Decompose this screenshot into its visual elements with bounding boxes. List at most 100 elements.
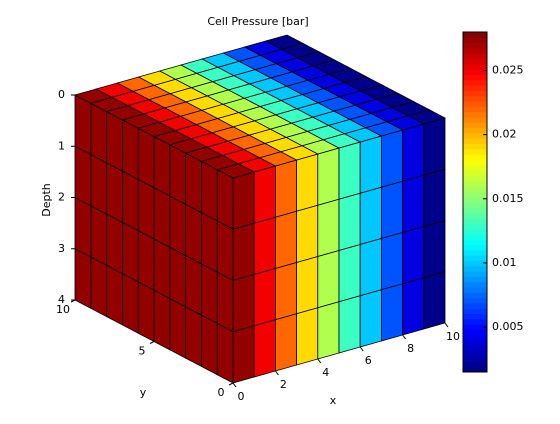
colorbar-strip: [463, 32, 487, 38]
x-tick: [359, 346, 364, 352]
left-face-cell: [74, 145, 92, 207]
front-face-cell: [253, 216, 276, 276]
front-face-cell: [317, 249, 340, 309]
front-face-cell: [338, 295, 361, 354]
colorbar-strip: [463, 106, 487, 113]
colorbar-tick-label: 0.005: [492, 320, 524, 333]
left-face-cell: [185, 254, 202, 316]
left-face-cell: [90, 102, 107, 164]
front-face-cell: [274, 159, 298, 218]
colorbar-frame: [462, 31, 488, 373]
left-face-cell: [122, 170, 139, 232]
x-tick: [317, 358, 322, 364]
colorbar-strip: [463, 164, 487, 171]
left-face-cell: [106, 264, 123, 326]
colorbar-strip: [463, 37, 487, 44]
colorbar-strip: [463, 249, 487, 256]
left-face-cell: [74, 94, 92, 156]
left-face-cell: [74, 248, 92, 309]
colorbar-tick-label: 0.02: [492, 128, 517, 141]
left-face-cell: [169, 246, 187, 308]
colorbar-strip: [463, 202, 487, 208]
left-face-cell: [137, 127, 155, 189]
front-face-cell: [359, 135, 382, 194]
front-face-cell: [402, 277, 425, 336]
colorbar-strip: [463, 361, 487, 368]
colorbar-strip: [463, 101, 487, 107]
colorbar-tick-label: 0.01: [492, 256, 517, 269]
front-face-cell: [274, 210, 298, 270]
front-face-cell: [317, 301, 340, 360]
left-face-cell: [185, 203, 202, 265]
colorbar-strip: [463, 69, 487, 75]
colorbar-strip: [463, 244, 487, 251]
colorbar-strip: [463, 297, 487, 304]
x-tick: [274, 370, 279, 376]
colorbar-strip: [463, 356, 487, 362]
left-face-cell: [153, 238, 171, 300]
colorbar-strip: [463, 138, 487, 145]
front-face-cell: [274, 261, 298, 321]
colorbar-strip: [463, 143, 487, 150]
x-tick: [232, 382, 237, 388]
colorbar-strip: [463, 90, 487, 97]
colorbar-strip: [463, 308, 487, 315]
y-tick-label: 10: [56, 303, 70, 316]
left-face-cell: [74, 196, 92, 258]
front-face-cell: [338, 192, 361, 252]
front-face-cell: [253, 267, 276, 327]
colorbar-strip: [463, 53, 487, 60]
colorbar-strip: [463, 302, 487, 309]
colorbar-strip: [463, 74, 487, 81]
colorbar-strip: [463, 85, 487, 91]
y-tick: [228, 382, 234, 386]
left-face-cell: [153, 187, 171, 248]
left-face-cell: [90, 205, 107, 267]
y-axis-label: y: [140, 386, 147, 399]
front-face-cell: [359, 237, 382, 297]
front-face-cell: [274, 313, 298, 372]
front-face-cell: [296, 255, 319, 315]
left-face-cell: [169, 144, 187, 206]
colorbar-tick-label: 0.025: [492, 63, 524, 76]
z-tick-label: 1: [58, 139, 65, 152]
front-face-cell: [423, 271, 446, 330]
colorbar-strip: [463, 42, 487, 49]
colorbar-strip: [463, 345, 487, 352]
colorbar-strip: [463, 95, 487, 102]
front-face-cell: [253, 165, 276, 224]
front-face-cell: [296, 307, 319, 366]
colorbar-strip: [463, 334, 487, 341]
front-face-cell: [232, 171, 255, 230]
front-face-cell: [380, 231, 404, 291]
colorbar-strip: [463, 255, 487, 261]
front-face-cell: [359, 289, 382, 348]
x-tick-label: 4: [322, 366, 329, 379]
left-face-cell: [200, 211, 218, 273]
colorbar-strip: [463, 292, 487, 299]
colorbar-strip: [463, 217, 487, 224]
front-face-cell: [380, 129, 404, 188]
front-face-cell: [232, 325, 255, 384]
front-face-cell: [423, 168, 446, 228]
front-face-cell: [317, 147, 340, 206]
colorbar-strip: [463, 233, 487, 240]
colorbar-strip: [463, 271, 487, 277]
x-tick-label: 10: [446, 330, 460, 343]
front-face-cell: [296, 153, 319, 212]
colorbar-strip: [463, 287, 487, 293]
left-face-cell: [216, 322, 234, 384]
colorbar-strip: [463, 313, 487, 320]
left-face-cell: [137, 230, 155, 291]
colorbar-strip: [463, 111, 487, 118]
left-face-cell: [153, 289, 171, 351]
colorbar-strip: [463, 79, 487, 86]
left-face-cell: [106, 213, 123, 275]
left-face-cell: [106, 110, 123, 172]
x-tick-label: 8: [407, 342, 414, 355]
colorbar-strip: [463, 47, 487, 54]
y-tick-label: 0: [218, 386, 225, 399]
left-face-cell: [169, 297, 187, 359]
left-face-cell: [185, 152, 202, 214]
